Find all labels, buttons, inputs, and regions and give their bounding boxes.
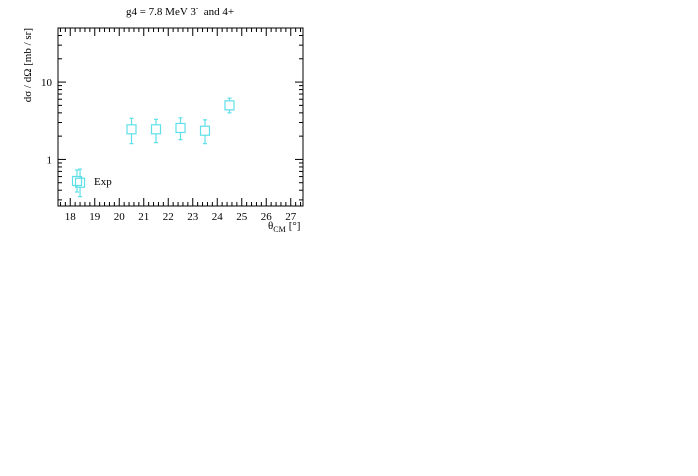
x-tick-label: 18 [65, 211, 77, 223]
x-axis-label-unit: [°] [289, 220, 301, 232]
chart-title-suffix: and 4+ [203, 6, 235, 18]
y-axis-ticks: 1 10 [41, 27, 303, 201]
chart-title-main: g4 = 7.8 MeV 3 [125, 6, 196, 18]
y-tick-label: 1 [47, 154, 53, 166]
data-marks [74, 97, 235, 198]
x-tick-label: 20 [114, 211, 126, 223]
x-axis-label: θCM [°] [268, 220, 300, 234]
data-point [224, 100, 235, 111]
x-axis-label-subscript: CM [273, 225, 285, 234]
x-tick-label: 19 [89, 211, 101, 223]
data-point [175, 122, 186, 134]
legend-label: Exp [94, 176, 112, 188]
plot-frame [57, 27, 304, 207]
data-point [199, 125, 211, 136]
y-tick-label: 10 [41, 77, 53, 89]
x-axis-label-symbol: θ [268, 220, 273, 232]
x-tick-label: 21 [138, 211, 149, 223]
x-axis-ticks: 18 19 20 21 22 23 24 25 26 27 [59, 28, 302, 223]
chart-title-superscript: - [195, 4, 199, 12]
x-tick-label: 22 [163, 211, 174, 223]
y-axis-label: dσ / dΩ [mb / sr] [22, 28, 34, 102]
legend-marker [71, 175, 83, 187]
legend: Exp [71, 169, 112, 193]
data-point [126, 124, 137, 135]
x-tick-label: 25 [236, 211, 248, 223]
data-point [74, 177, 86, 188]
chart-title: g4 = 7.8 MeV 3- and 4+ [0, 4, 360, 18]
x-tick-label: 23 [187, 211, 199, 223]
x-tick-label: 26 [261, 211, 273, 223]
x-tick-label: 24 [212, 211, 224, 223]
x-tick-label: 27 [285, 211, 297, 223]
data-point [150, 124, 162, 135]
